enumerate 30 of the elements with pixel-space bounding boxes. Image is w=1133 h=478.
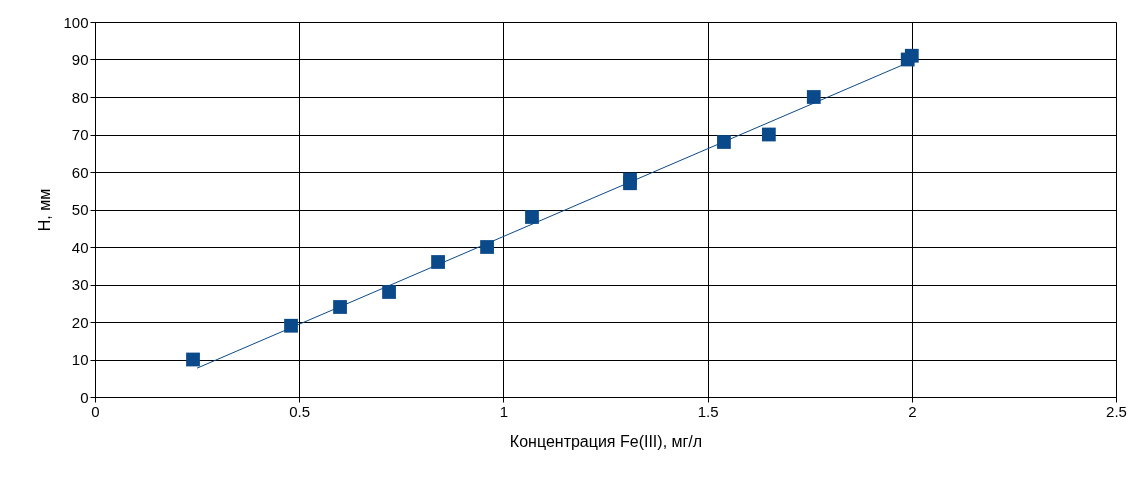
point (806, 90, 821, 104)
y-tick-label: 80 (71, 88, 89, 106)
x-tick-label: 2 (908, 402, 917, 420)
x-tick-label: 0.5 (289, 402, 311, 420)
y-tick-label: 90 (71, 51, 89, 68)
y-tick-label: 70 (71, 126, 89, 143)
y-tick-label: 40 (71, 238, 89, 256)
y-tick-label: 20 (71, 313, 89, 331)
point (431, 255, 445, 269)
y-axis-title: H, мм (36, 188, 54, 232)
point (761, 127, 776, 142)
y-tick-label: 100 (63, 13, 89, 31)
x-tick-label: 2.5 (1106, 402, 1127, 420)
y-tick-label: 10 (71, 351, 89, 368)
y-tick-label: 30 (71, 276, 89, 293)
point (333, 300, 347, 314)
point (904, 48, 919, 63)
point (717, 135, 731, 149)
x-tick-label: 1 (499, 402, 509, 420)
point (525, 210, 539, 224)
x-axis-title: Концентрация Fe(III), мг/л (509, 432, 703, 450)
point (382, 285, 396, 299)
y-tick-label: 60 (71, 163, 89, 181)
x-tick-label: 0 (91, 402, 100, 420)
point (284, 318, 298, 333)
point (480, 240, 494, 254)
x-tick-label: 1.5 (697, 402, 719, 420)
y-tick-label: 0 (80, 388, 89, 406)
point (186, 352, 200, 367)
y-tick-label: 50 (71, 201, 89, 218)
